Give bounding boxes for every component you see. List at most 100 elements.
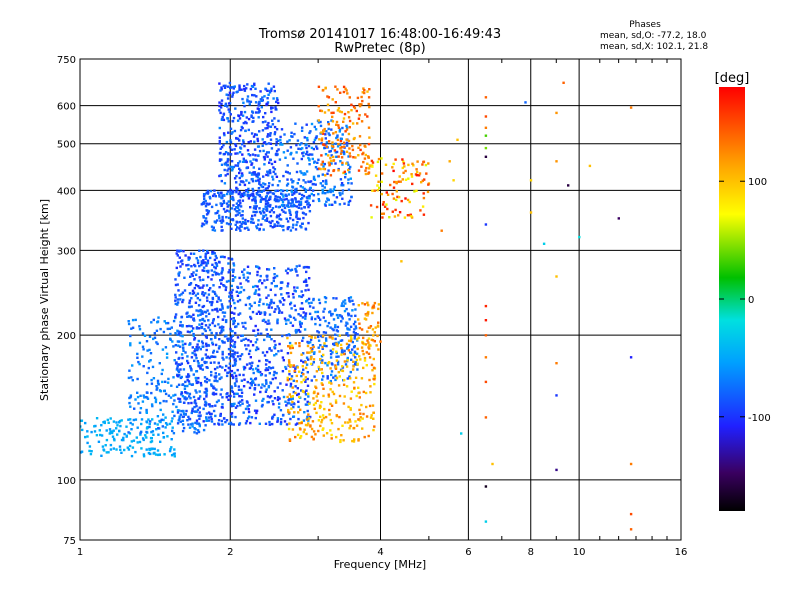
data-point: [327, 109, 330, 112]
data-point: [297, 178, 301, 181]
data-point: [241, 194, 245, 198]
data-point: [299, 325, 303, 328]
data-point: [305, 363, 309, 366]
data-point: [322, 310, 325, 313]
data-point: [205, 418, 208, 421]
data-point: [127, 418, 130, 421]
data-point: [288, 209, 291, 212]
data-point: [174, 283, 178, 287]
data-point: [242, 325, 245, 328]
data-point: [310, 192, 313, 196]
data-point: [156, 381, 160, 385]
data-point: [181, 423, 185, 426]
data-point: [227, 94, 230, 97]
data-point: [357, 146, 360, 149]
data-point: [183, 387, 187, 391]
data-point: [226, 205, 229, 208]
data-point: [192, 332, 195, 336]
data-point: [253, 140, 256, 143]
data-point: [339, 343, 343, 347]
data-point: [296, 139, 300, 142]
data-point: [175, 351, 178, 354]
data-point: [174, 302, 177, 306]
data-point: [176, 340, 180, 343]
data-point: [107, 421, 110, 424]
data-point: [175, 385, 179, 388]
data-point: [133, 407, 136, 410]
data-point: [337, 427, 340, 431]
data-point: [369, 325, 373, 328]
data-point: [292, 157, 295, 160]
data-point: [220, 329, 223, 332]
data-point: [170, 454, 174, 457]
data-point: [355, 352, 359, 355]
data-point: [219, 255, 223, 259]
data-point: [287, 205, 290, 208]
data-point: [367, 434, 370, 438]
data-point: [304, 314, 307, 317]
data-point: [252, 189, 255, 192]
data-point: [273, 224, 277, 228]
data-point: [267, 151, 270, 154]
data-point: [292, 316, 296, 320]
data-point: [219, 393, 222, 396]
data-point: [294, 308, 297, 312]
data-point: [274, 195, 277, 198]
data-point: [271, 415, 275, 418]
data-point: [295, 187, 298, 191]
data-point: [242, 181, 245, 184]
data-point: [629, 528, 633, 531]
data-point: [159, 440, 162, 443]
data-point: [293, 304, 296, 307]
data-point: [304, 279, 307, 283]
data-point: [301, 339, 304, 342]
data-point: [278, 158, 282, 161]
data-point: [315, 411, 318, 415]
data-point: [365, 166, 368, 170]
data-point: [246, 95, 250, 98]
data-point: [322, 416, 326, 420]
data-point: [305, 196, 309, 199]
data-point: [262, 318, 266, 322]
data-point: [160, 372, 163, 376]
data-point: [306, 403, 309, 406]
data-point: [328, 190, 331, 193]
data-point: [350, 358, 353, 361]
data-point: [142, 394, 145, 397]
data-point: [233, 343, 236, 346]
data-point: [282, 303, 285, 306]
data-point: [324, 153, 328, 156]
data-point: [254, 179, 258, 183]
data-point: [275, 216, 279, 219]
data-point: [233, 306, 237, 310]
data-point: [146, 349, 149, 352]
data-point: [286, 171, 289, 174]
data-point: [267, 400, 270, 404]
data-point: [220, 117, 224, 121]
data-point: [377, 348, 380, 351]
data-point: [345, 138, 348, 141]
data-point: [365, 364, 368, 367]
data-point: [209, 361, 213, 364]
data-point: [305, 389, 308, 392]
data-point: [174, 344, 177, 347]
data-point: [217, 297, 220, 301]
data-point: [268, 366, 271, 369]
data-point: [351, 148, 355, 152]
data-point: [238, 291, 241, 294]
data-point: [235, 392, 238, 395]
data-point: [354, 361, 357, 364]
data-point: [295, 170, 299, 174]
data-point: [326, 172, 329, 175]
data-point: [362, 87, 365, 90]
data-point: [321, 162, 325, 165]
data-point: [218, 158, 222, 161]
data-point: [291, 201, 294, 204]
data-point: [484, 334, 488, 337]
data-point: [555, 468, 558, 472]
data-point: [237, 385, 240, 388]
data-point: [273, 346, 276, 349]
data-point: [247, 280, 250, 283]
data-point: [284, 156, 287, 159]
data-point: [205, 315, 208, 318]
